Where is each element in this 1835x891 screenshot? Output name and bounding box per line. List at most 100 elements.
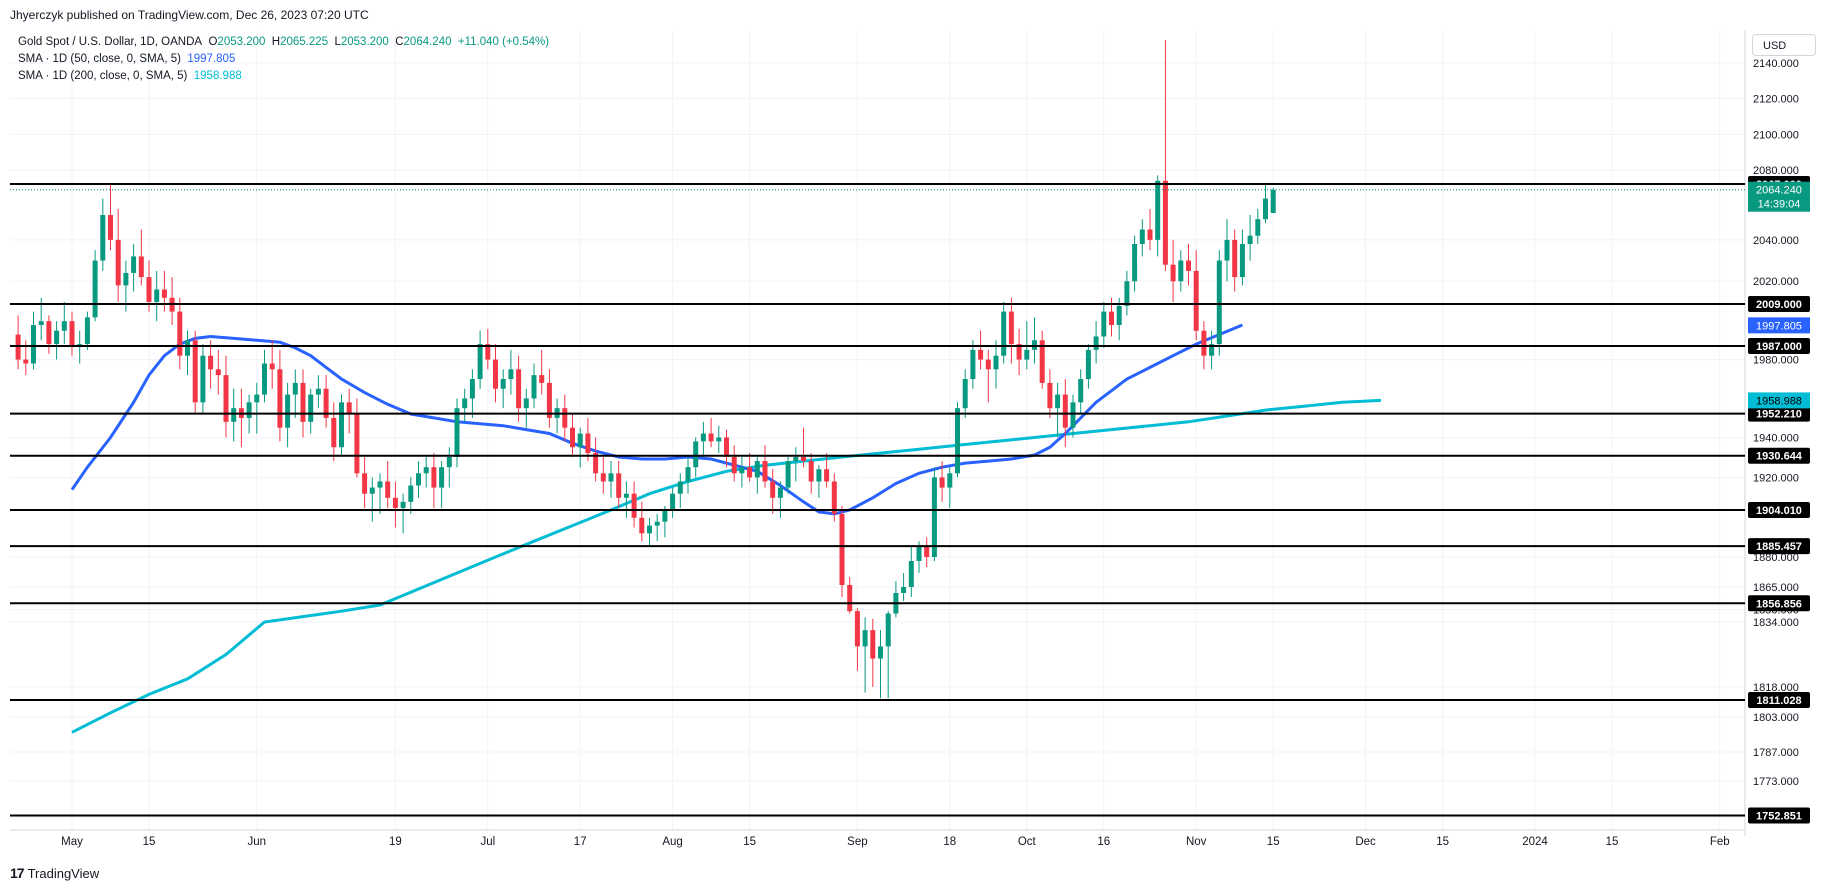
candle xyxy=(739,457,745,488)
candle xyxy=(46,315,52,354)
price-axis[interactable]: 2140.000 2120.000 2100.000 2080.000 2040.000… xyxy=(1753,58,1799,824)
candle xyxy=(562,394,568,442)
legend-symbol-row[interactable]: Gold Spot / U.S. Dollar, 1D, OANDA O2053… xyxy=(18,34,549,51)
time-axis[interactable]: May 15 Jun 19 Jul 17 Aug 15 Sep 18 Oct 16 Nov 15 Dec 15… xyxy=(61,836,1730,848)
candle xyxy=(1132,235,1138,292)
candle xyxy=(154,270,160,322)
candle xyxy=(978,330,984,370)
candle-body xyxy=(385,481,391,498)
candle-body xyxy=(724,437,729,457)
candle-body xyxy=(623,493,629,498)
candle-body xyxy=(801,457,806,462)
candle xyxy=(831,473,837,522)
candle-body xyxy=(108,215,113,240)
candle xyxy=(793,447,799,482)
candle xyxy=(1232,229,1238,292)
candle xyxy=(970,340,976,389)
level-tag-bg xyxy=(1748,447,1810,464)
candle xyxy=(731,445,737,482)
level-tag: 1811.028 xyxy=(1748,691,1810,708)
candle-body xyxy=(146,277,152,302)
candle-body xyxy=(1039,340,1045,383)
ohlc-close: 2064.240 xyxy=(403,36,452,48)
candle xyxy=(1085,344,1091,389)
candle xyxy=(493,344,498,403)
candle-body xyxy=(593,453,599,474)
horizontal-levels[interactable] xyxy=(10,183,1745,817)
candle-body xyxy=(1255,219,1261,236)
candle xyxy=(1263,182,1268,224)
candle-body xyxy=(308,394,314,422)
candle xyxy=(539,349,545,395)
time-tick-label: Oct xyxy=(1018,836,1037,848)
time-tick-label: 17 xyxy=(574,836,587,848)
currency-button[interactable]: USD xyxy=(1752,34,1816,56)
candle-body xyxy=(993,355,999,370)
candle xyxy=(285,382,291,448)
candle xyxy=(1155,175,1161,257)
time-tick-label: 16 xyxy=(1097,836,1110,848)
level-tag-label: 1752.851 xyxy=(1756,811,1802,823)
candle-body xyxy=(416,473,421,486)
price-tick-label: 2080.000 xyxy=(1753,165,1799,177)
legend-sma200-row[interactable]: SMA · 1D (200, close, 0, SMA, 5) 1958.98… xyxy=(18,68,549,85)
candle-body xyxy=(131,256,137,273)
sma50-label: SMA · 1D (50, close, 0, SMA, 5) xyxy=(18,53,181,65)
sma-200-path xyxy=(71,398,1382,734)
candle-body xyxy=(670,493,676,510)
candle xyxy=(593,437,599,482)
footer-brand[interactable]: 17 TradingView xyxy=(10,865,99,881)
level-tag: 1856.856 xyxy=(1748,595,1810,612)
symbol-title: Gold Spot / U.S. Dollar, 1D, OANDA xyxy=(18,36,203,48)
candle xyxy=(654,513,660,542)
candle xyxy=(1047,369,1053,418)
candle-body xyxy=(154,289,160,302)
candle-body xyxy=(539,375,545,383)
price-tick-label: 2140.000 xyxy=(1753,58,1799,70)
level-tag-bg xyxy=(1748,595,1810,612)
candle xyxy=(554,398,560,434)
candle xyxy=(516,355,522,422)
candle-body xyxy=(323,388,329,418)
candle-body xyxy=(647,525,652,534)
time-tick-label: 15 xyxy=(1606,836,1619,848)
sma200-tag-label: 1958.988 xyxy=(1756,395,1802,407)
candle xyxy=(854,608,860,671)
candle-body xyxy=(1216,260,1222,345)
level-tag-bg xyxy=(1748,807,1810,824)
level-tag-label: 1904.010 xyxy=(1756,505,1802,517)
candle-body xyxy=(546,382,552,418)
price-tick-label: 2120.000 xyxy=(1753,94,1799,106)
sma50-tag-label: 1997.805 xyxy=(1756,320,1802,332)
tradingview-brand: TradingView xyxy=(27,865,100,881)
candle-body xyxy=(700,433,706,442)
price-tags: 2067.0002009.0001987.0001952.2101930.644… xyxy=(1748,176,1810,824)
candle-body xyxy=(570,427,575,448)
candle xyxy=(315,375,321,409)
ohlc-low: 2053.200 xyxy=(340,36,389,48)
candle-body xyxy=(600,473,606,482)
candle-body xyxy=(493,359,498,389)
candle-body xyxy=(231,408,237,422)
candle xyxy=(893,581,899,618)
level-tag: 1752.851 xyxy=(1748,807,1810,824)
candle-body xyxy=(862,630,868,647)
candle xyxy=(169,277,175,325)
candle xyxy=(631,481,637,528)
candle xyxy=(608,461,614,498)
candle xyxy=(477,330,483,389)
sma50-tag-bg xyxy=(1748,317,1810,334)
candle xyxy=(331,402,337,462)
candle-body xyxy=(955,408,960,474)
candle xyxy=(1101,301,1107,348)
candle xyxy=(623,481,629,518)
candle xyxy=(908,547,914,597)
price-tick-label: 1818.000 xyxy=(1753,682,1799,694)
candle-body xyxy=(616,473,622,498)
legend-sma50-row[interactable]: SMA · 1D (50, close, 0, SMA, 5) 1997.805 xyxy=(18,51,549,68)
candle xyxy=(1162,40,1168,271)
candle-body xyxy=(262,363,267,395)
sma50-value: 1997.805 xyxy=(187,53,236,65)
candle xyxy=(500,369,506,409)
